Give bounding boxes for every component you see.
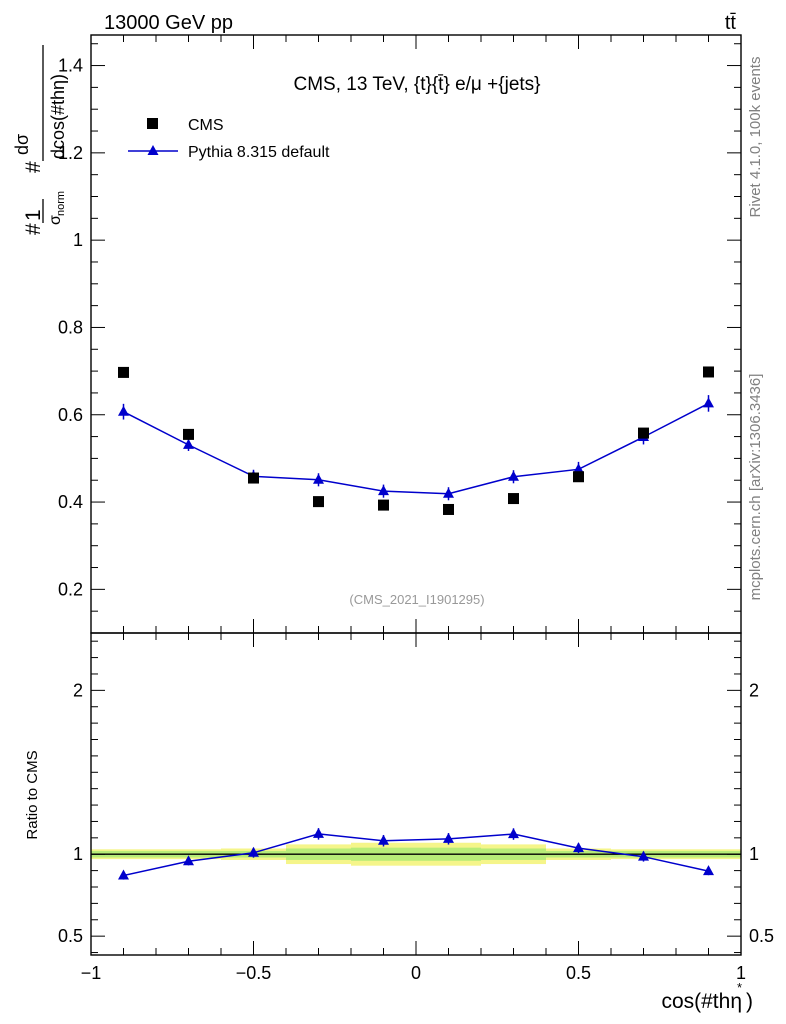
data-point-pythia: [118, 405, 129, 416]
y-tick-label-upper: 0.6: [58, 405, 83, 425]
y-tick-label-upper: 0.4: [58, 492, 83, 512]
ratio-line-pythia: [123, 833, 709, 877]
data-point-cms: [573, 471, 584, 483]
mcplots-label: mcplots.cern.ch [arXiv:1306.3436]: [747, 374, 764, 601]
header-right: tt̄: [725, 12, 737, 34]
data-point-pythia: [508, 470, 519, 481]
y-tick-label-lower: 1: [73, 844, 83, 864]
ratio-point-pythia: [508, 828, 519, 839]
y-tick-label-upper: 0.8: [58, 317, 83, 337]
data-point-pythia: [378, 485, 389, 496]
y-tick-label-lower-right: 0.5: [749, 926, 774, 946]
data-point-cms: [378, 499, 389, 511]
legend-label-pythia: Pythia 8.315 default: [188, 144, 330, 161]
data-point-cms: [248, 472, 259, 484]
data-point-pythia: [313, 473, 324, 484]
svg-text:dσ: dσ: [12, 134, 32, 155]
data-point-cms: [183, 428, 194, 440]
y-tick-label-upper: 1: [73, 230, 83, 250]
y-tick-label-upper: 1.2: [58, 143, 83, 163]
y-tick-label-lower: 0.5: [58, 926, 83, 946]
svg-text:#: #: [22, 223, 45, 235]
y-tick-label-lower-right: 2: [749, 680, 759, 700]
svg-text:dcos(#thη): dcos(#thη): [48, 74, 68, 159]
data-point-pythia: [703, 397, 714, 408]
y-tick-label-upper: 0.2: [58, 579, 83, 599]
data-point-cms: [508, 493, 519, 505]
x-tick-label: 0.5: [566, 963, 591, 983]
data-point-pythia: [573, 463, 584, 474]
legend-label-cms: CMS: [188, 117, 224, 134]
svg-text:norm: norm: [55, 191, 67, 216]
data-point-cms: [703, 366, 714, 378]
ratio-point-pythia: [443, 832, 454, 843]
y-tick-label-lower-right: 1: [749, 844, 759, 864]
ratio-point-pythia: [573, 842, 584, 853]
ratio-point-pythia: [248, 846, 259, 857]
y-axis-title-lower: Ratio to CMS: [24, 750, 41, 839]
data-point-cms: [118, 366, 129, 378]
data-point-pythia: [183, 438, 194, 449]
legend-marker-cms: [147, 118, 158, 129]
ratio-point-pythia: [183, 855, 194, 866]
x-tick-label: −1: [81, 963, 102, 983]
legend: CMS Pythia 8.315 default: [128, 117, 330, 161]
svg-text:*: *: [737, 980, 742, 995]
svg-text:σ: σ: [47, 215, 64, 225]
lower-frame: [90, 632, 742, 956]
svg-text:1: 1: [22, 209, 45, 221]
ratio-point-pythia: [638, 850, 649, 861]
watermark: (CMS_2021_I1901295): [349, 592, 484, 607]
ratio-point-pythia: [118, 869, 129, 880]
ratio-point-pythia: [703, 865, 714, 876]
y-tick-label-upper: 1.4: [58, 56, 83, 76]
chart-title: CMS, 13 TeV, {t}{t̄} e/μ +{jets}: [293, 74, 540, 95]
x-tick-label: 1: [736, 963, 746, 983]
y-axis-title-upper: # 1 σ norm # dσ dcos(#thη): [12, 45, 68, 235]
ratio-point-pythia: [313, 827, 324, 838]
x-axis-title: cos(#thη ) *: [661, 980, 753, 1013]
header-left: 13000 GeV pp: [104, 12, 233, 34]
rivet-label: Rivet 4.1.0, 100k events: [747, 57, 764, 218]
svg-text:): ): [746, 990, 753, 1013]
x-tick-label: 0: [411, 963, 421, 983]
plot-content: −1 −0.5 0 0.5 10.20.40.60.811.21.40.5 0.51 12 2: [58, 34, 774, 983]
data-point-cms: [313, 496, 324, 508]
data-point-cms: [443, 503, 454, 515]
series-line-pythia: [123, 402, 709, 495]
data-point-pythia: [443, 487, 454, 498]
data-point-cms: [638, 427, 649, 439]
svg-text:#: #: [22, 161, 45, 173]
svg-text:cos(#thη: cos(#thη: [661, 990, 742, 1013]
x-tick-label: −0.5: [236, 963, 272, 983]
ratio-point-pythia: [378, 834, 389, 845]
y-tick-label-lower: 2: [73, 680, 83, 700]
legend-marker-pythia: [147, 145, 159, 155]
